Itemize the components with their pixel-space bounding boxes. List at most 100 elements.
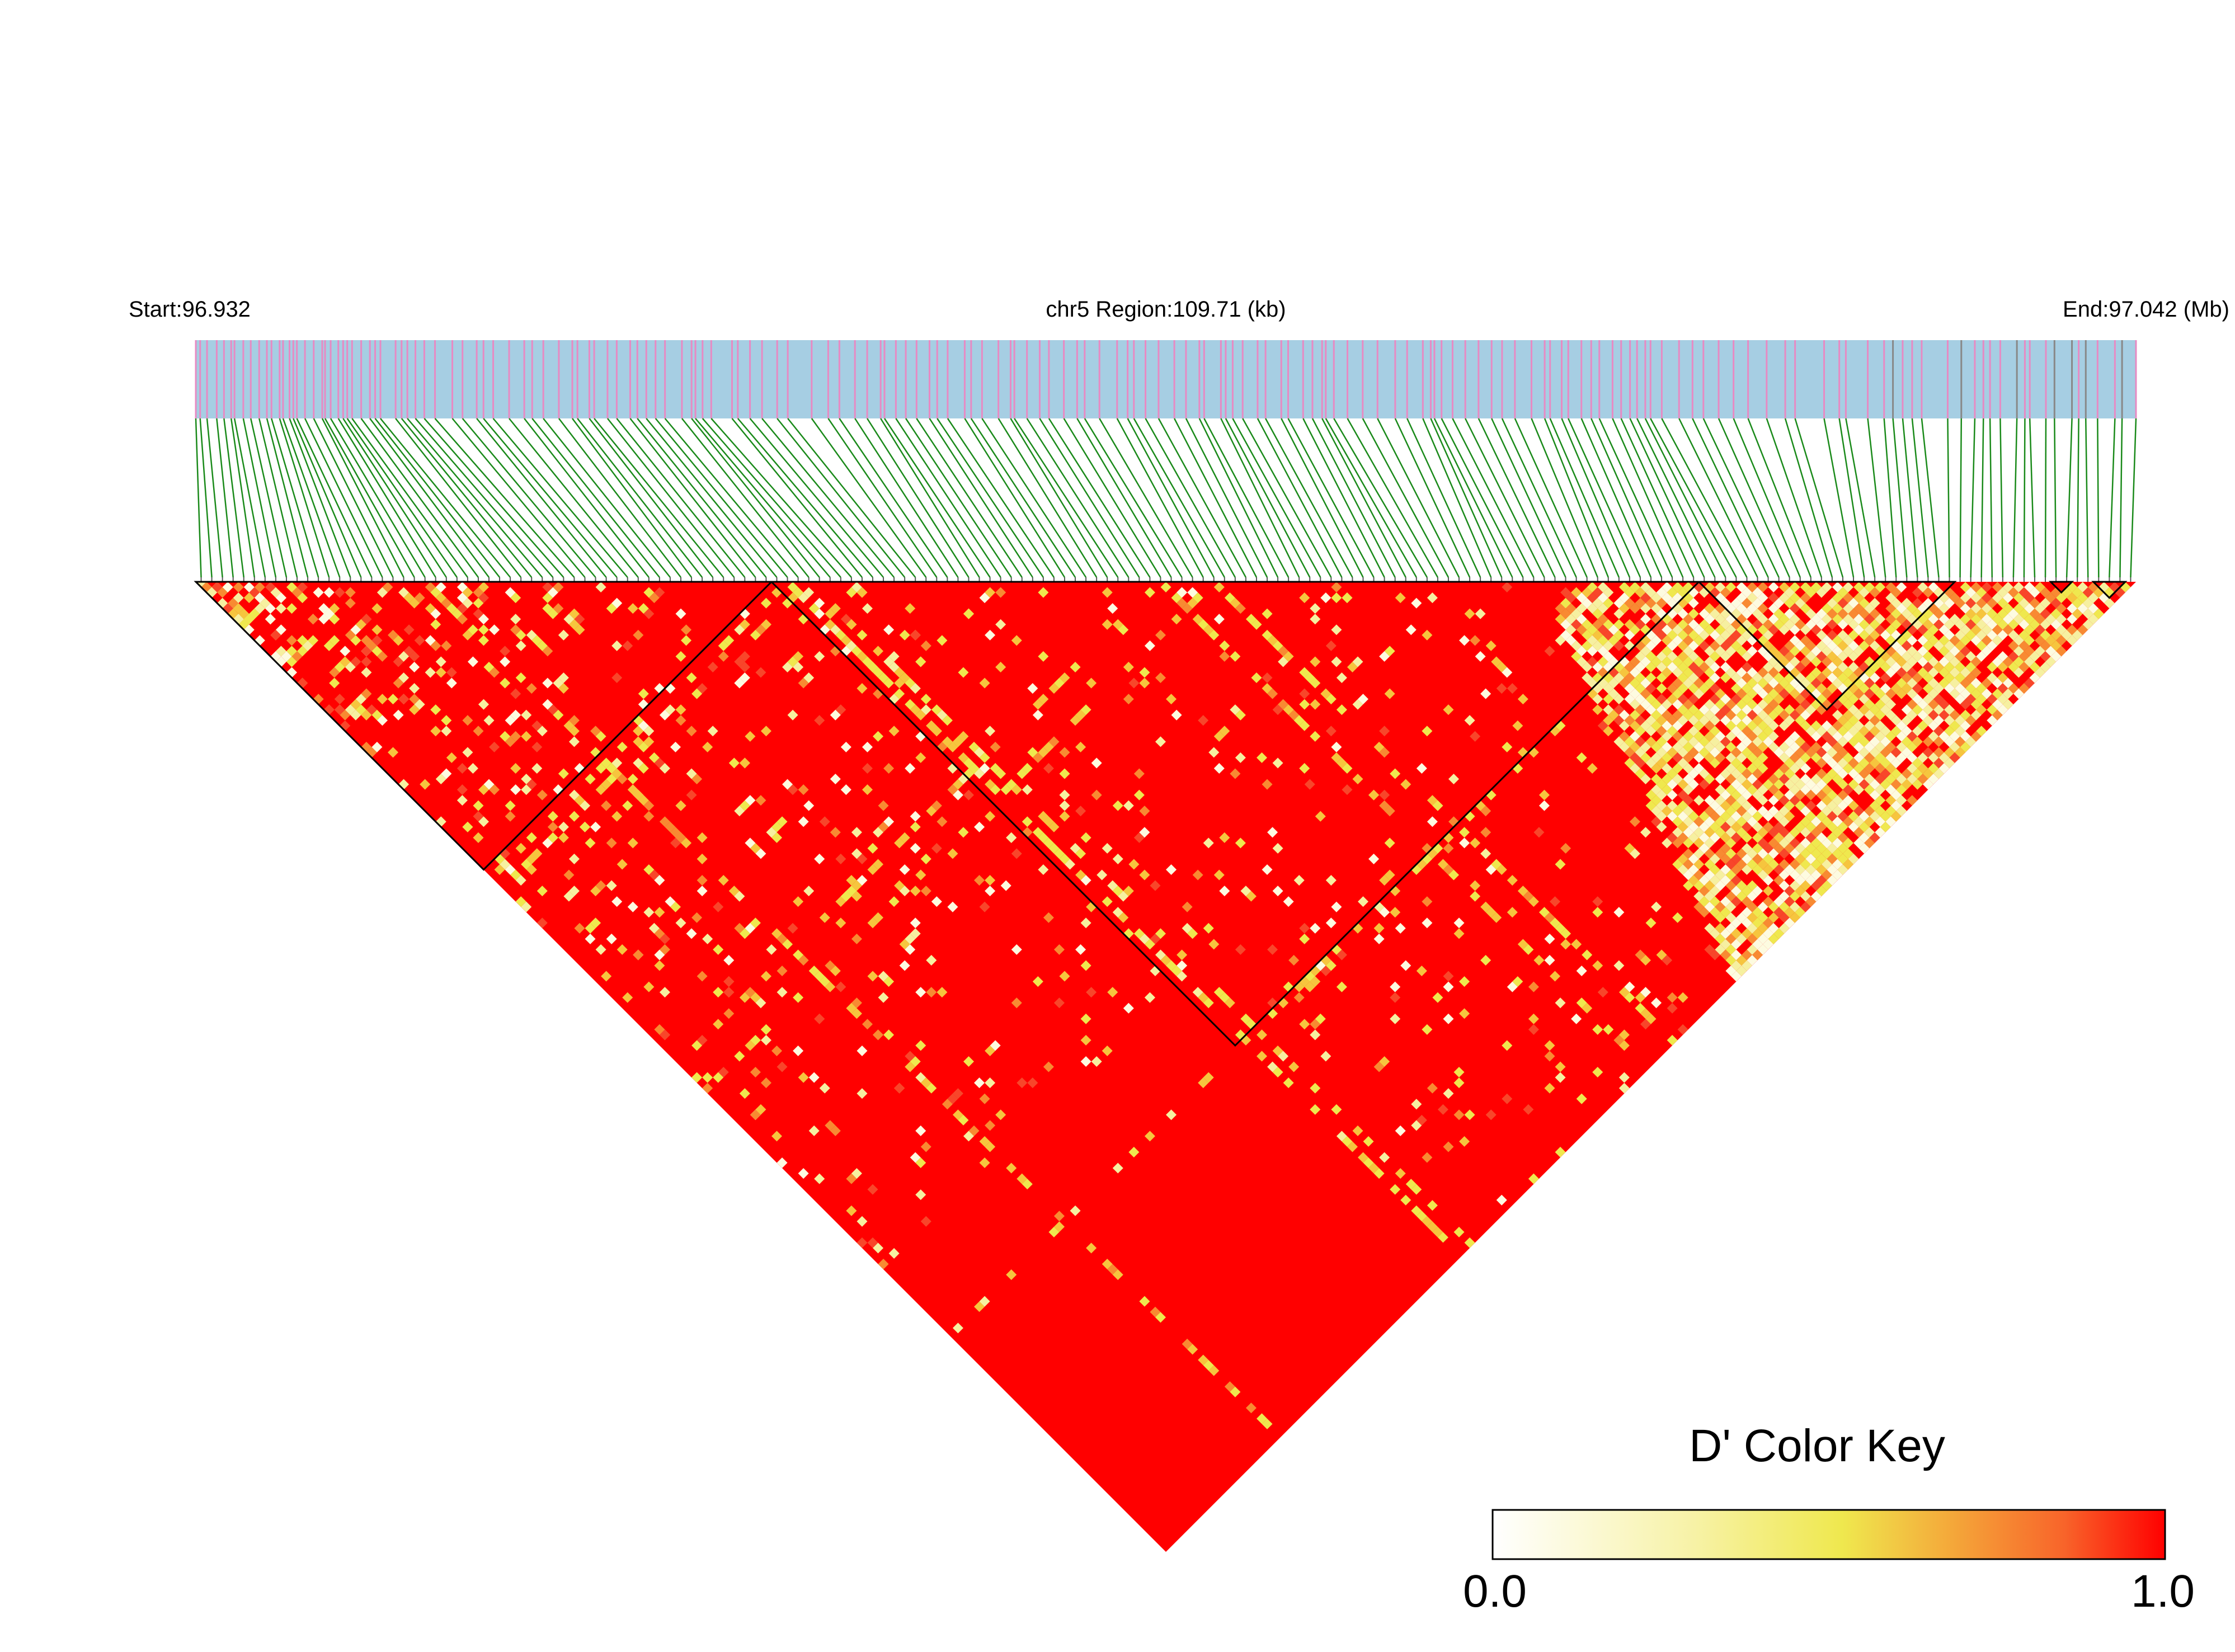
ld-cell [393,635,404,646]
ld-cell [1603,704,1614,716]
ld-cell [1453,928,1465,939]
ld-cell [963,789,975,801]
ld-cell [1795,683,1806,694]
ld-cell [1869,608,1880,619]
snp-connector-line [1362,418,1450,578]
ld-cell [1688,726,1699,737]
snp-connector-line [199,418,213,578]
ld-cell [1091,757,1102,769]
ld-cell [622,640,633,651]
ld-cell [1763,875,1774,886]
ld-cell [1736,806,1747,817]
snp-connector-line [839,418,948,578]
ld-cell [739,661,750,672]
ld-cell [1698,843,1710,854]
ld-cell [1688,640,1699,651]
ld-cell [1747,901,1758,912]
ld-cell [1821,603,1832,614]
ld-cell [1662,699,1673,710]
ld-cell [377,587,388,598]
ld-cell [1166,1109,1177,1121]
ld-cell [1784,907,1795,918]
ld-cell [1491,912,1502,923]
ld-cell [1384,806,1395,817]
ld-cell [686,672,697,684]
ld-cell [1453,917,1465,929]
ld-cell [1635,757,1646,769]
snp-connector-line [1921,418,1940,578]
ld-cell [1704,582,1715,593]
ld-cell [1459,1136,1470,1147]
ld-cell [878,992,889,1003]
ld-cell [851,827,862,838]
ld-cell [1432,1226,1443,1237]
ld-cell [568,886,580,897]
ld-cell [1720,694,1731,705]
ld-cell [947,1093,958,1104]
ld-cell [1027,1077,1038,1089]
ld-cell [1709,800,1720,811]
ld-cell [2002,614,2013,625]
ld-cell [590,726,601,737]
snp-connector-line [1902,418,1918,578]
ld-cell [1784,619,1795,630]
ld-cell [1907,656,1918,667]
ld-cell [1651,997,1662,1009]
ld-cell [2104,597,2115,609]
ld-cell [1885,603,1897,614]
ld-cell [568,811,580,822]
ld-cell [553,784,564,796]
ld-cell [542,677,553,689]
ld-cell [691,912,703,923]
ld-cell [2040,597,2051,609]
ld-cell [265,603,276,614]
ld-cell [334,661,345,672]
ld-cell [441,726,452,737]
ld-cell [1837,694,1848,705]
ld-cell [1059,971,1070,982]
ld-cell [1949,656,1960,667]
ld-cell [1645,757,1657,769]
snp-connector-line [702,418,841,578]
ld-cell [937,709,948,721]
ld-cell [1821,667,1832,678]
ld-cell [1230,704,1241,716]
ld-cell [1837,672,1848,684]
snp-connector-line [1692,418,1769,578]
ld-cell [1635,768,1646,779]
ld-cell [2067,614,2078,625]
ld-cell [1512,720,1523,731]
ld-cell [1885,614,1897,625]
ld-cell [1470,635,1481,646]
ld-cell [1698,886,1710,897]
ld-cell [2018,683,2030,694]
ld-cell [1662,635,1673,646]
ld-cell [878,1258,889,1270]
ld-cell [1853,837,1865,849]
ld-cell [782,939,793,950]
ld-cell [1810,837,1822,849]
ld-cell [1192,592,1203,604]
ld-cell [1704,646,1715,657]
ld-cell [547,821,558,832]
ld-cell [1816,683,1827,694]
ld-cell [1832,773,1843,785]
ld-cell [1730,832,1742,843]
ld-cell [1208,747,1220,758]
ld-cell [1709,811,1720,822]
ld-cell [1896,741,1907,752]
ld-cell [1795,800,1806,811]
ld-cell [1869,619,1880,630]
ld-cell [1379,747,1390,758]
ld-cell [1336,1131,1347,1142]
ld-cell [1645,736,1657,747]
ld-cell [659,816,670,827]
ld-cell [1053,677,1065,689]
ld-cell [814,1013,825,1024]
ld-cell [1816,789,1827,801]
ld-cell [995,587,1006,598]
ld-cell [1981,582,1992,593]
ld-cell [1816,704,1827,716]
ld-cell [1613,907,1625,918]
ld-cell [1747,816,1758,827]
